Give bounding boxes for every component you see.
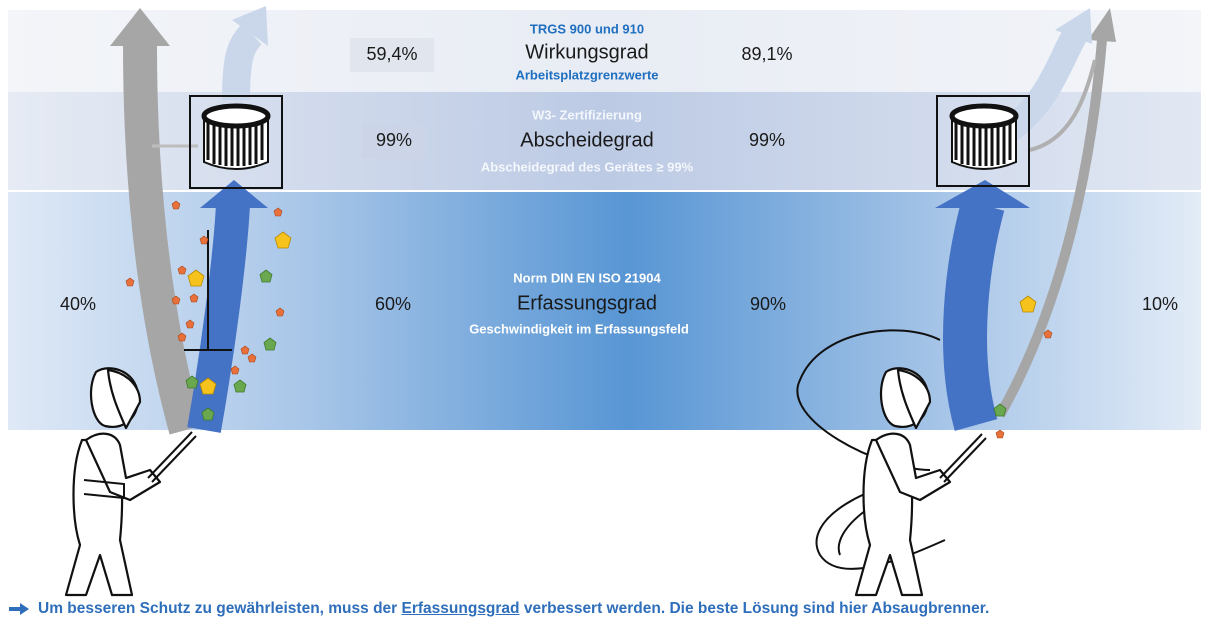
row-title: Erfassungsgrad — [517, 292, 657, 314]
footer-text: Um besseren Schutz zu gewährleisten, mus… — [38, 600, 402, 618]
row-subtitle: Arbeitsplatzgrenzwerte — [515, 67, 658, 82]
value-right: 99% — [749, 130, 785, 150]
arrow-icon — [8, 602, 30, 616]
footer-text: verbessert werden. Die beste Lösung sind… — [520, 600, 990, 618]
page: TRGS 900 und 910 Wirkungsgrad Arbeitspla… — [0, 0, 1209, 625]
row-header: W3- Zertifizierung — [532, 107, 642, 122]
row-header: TRGS 900 und 910 — [530, 21, 644, 36]
value-outer-left: 40% — [60, 294, 96, 314]
value-left: 59,4% — [366, 44, 417, 64]
footer: Um besseren Schutz zu gewährleisten, mus… — [8, 600, 989, 618]
value-left: 60% — [375, 294, 411, 314]
value-right: 90% — [750, 294, 786, 314]
row-subtitle: Geschwindigkeit im Erfassungsfeld — [469, 321, 689, 336]
value-outer-right: 10% — [1142, 294, 1178, 314]
row-header: Norm DIN EN ISO 21904 — [513, 270, 661, 285]
value-left: 99% — [376, 130, 412, 150]
footer-link: Erfassungsgrad — [402, 600, 520, 618]
row-title: Wirkungsgrad — [525, 41, 648, 63]
diagram: TRGS 900 und 910 Wirkungsgrad Arbeitspla… — [0, 0, 1209, 598]
value-right: 89,1% — [741, 44, 792, 64]
row-title: Abscheidegrad — [520, 129, 653, 151]
row-subtitle: Abscheidegrad des Gerätes ≥ 99% — [481, 159, 694, 174]
